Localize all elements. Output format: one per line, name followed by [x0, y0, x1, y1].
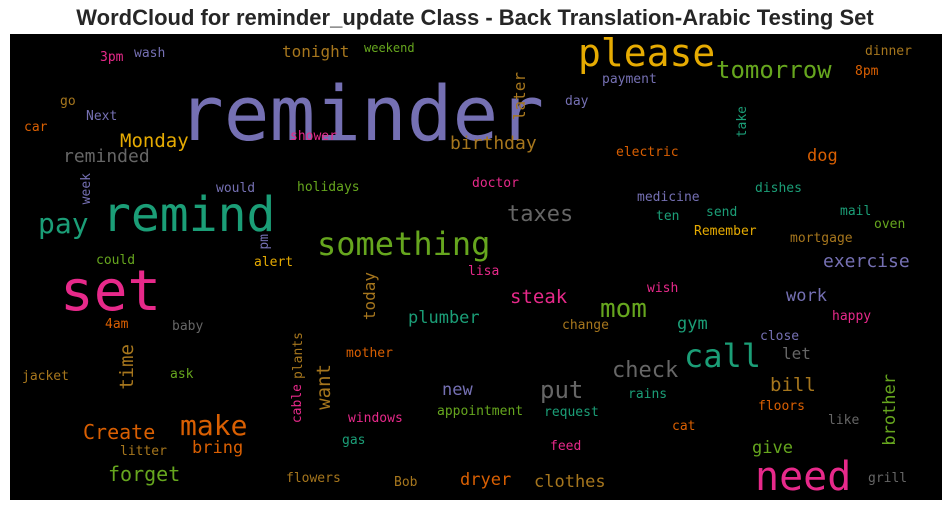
word-set: set	[60, 259, 162, 324]
word-grill: grill	[868, 471, 908, 486]
word-rains: rains	[628, 387, 668, 402]
word-check: check	[612, 358, 679, 383]
word-tonight: tonight	[282, 42, 350, 61]
word-plants: plants	[291, 332, 306, 379]
word-give: give	[752, 438, 793, 458]
word-happy: happy	[832, 309, 872, 324]
word-time: time	[116, 344, 138, 390]
word-wish: wish	[647, 281, 679, 296]
word-3pm: 3pm	[100, 50, 124, 65]
word-taxes: taxes	[507, 202, 574, 227]
word-new: new	[442, 380, 473, 400]
word-flowers: flowers	[286, 471, 341, 486]
word-cloud: reminder remind set please need something call…	[10, 34, 942, 500]
word-put: put	[540, 376, 584, 404]
word-request: request	[544, 405, 599, 420]
word-birthday: birthday	[450, 133, 537, 154]
word-today: today	[360, 272, 379, 321]
word-bill: bill	[770, 374, 816, 396]
word-cable: cable	[290, 384, 305, 424]
word-pay: pay	[38, 207, 89, 240]
word-dog: dog	[807, 146, 838, 166]
word-lisa: lisa	[468, 264, 500, 279]
word-exercise: exercise	[823, 251, 910, 272]
word-please: please	[578, 34, 716, 75]
word-tomorrow: tomorrow	[716, 56, 832, 84]
word-gas: gas	[342, 433, 366, 448]
word-cat: cat	[672, 419, 696, 434]
word-monday: Monday	[120, 130, 189, 152]
word-later: later	[510, 72, 529, 121]
word-dishes: dishes	[755, 181, 802, 196]
word-appointment: appointment	[437, 404, 524, 419]
word-mom: mom	[600, 294, 647, 324]
word-pm: pm	[257, 234, 272, 250]
word-gym: gym	[677, 314, 708, 334]
word-feed: feed	[550, 439, 582, 454]
word-send: send	[706, 205, 738, 220]
word-week: week	[79, 173, 94, 205]
word-plumber: plumber	[408, 308, 480, 328]
word-like: like	[828, 413, 860, 428]
word-make: make	[180, 409, 248, 442]
word-payment: payment	[602, 72, 657, 87]
word-alert: alert	[254, 255, 294, 270]
word-brother: brother	[880, 374, 900, 446]
word-jacket: jacket	[22, 369, 69, 384]
word-remind: remind	[102, 187, 276, 243]
word-create: Create	[83, 420, 156, 444]
word-need: need	[755, 454, 852, 500]
word-remember: Remember	[694, 224, 757, 239]
word-something: something	[317, 225, 491, 263]
word-forget: forget	[108, 462, 181, 486]
word-ten: ten	[656, 209, 680, 224]
word-bring: bring	[192, 438, 244, 458]
word-want: want	[313, 364, 335, 410]
chart-title: WordCloud for reminder_update Class - Ba…	[76, 5, 874, 30]
word-clothes: clothes	[534, 472, 606, 492]
word-would: would	[216, 181, 256, 196]
word-holidays: holidays	[297, 180, 360, 195]
word-mortgage: mortgage	[790, 231, 853, 246]
word-let: let	[782, 344, 811, 363]
word-car: car	[24, 120, 48, 135]
word-mother: mother	[346, 346, 393, 361]
word-electric: electric	[616, 145, 679, 160]
word-work: work	[786, 286, 827, 306]
word-wash: wash	[134, 46, 166, 61]
word-take: take	[735, 106, 750, 138]
word-day: day	[565, 94, 589, 109]
word-mail: mail	[840, 204, 872, 219]
word-baby: baby	[172, 319, 204, 334]
word-8pm: 8pm	[855, 64, 879, 79]
word-change: change	[562, 318, 609, 333]
word-go: go	[60, 94, 76, 109]
word-call: call	[684, 337, 762, 375]
word-bob: Bob	[394, 475, 418, 490]
word-reminded: reminded	[63, 146, 150, 167]
word-shower: shower	[290, 129, 337, 144]
word-next: Next	[86, 109, 118, 124]
word-floors: floors	[758, 399, 805, 414]
word-dinner: dinner	[865, 44, 912, 59]
word-4am: 4am	[105, 317, 129, 332]
word-steak: steak	[510, 286, 568, 308]
word-dryer: dryer	[460, 470, 512, 490]
word-ask: ask	[170, 367, 194, 382]
word-close: close	[760, 329, 800, 344]
word-oven: oven	[874, 217, 906, 232]
word-litter: litter	[120, 444, 167, 459]
word-doctor: doctor	[472, 176, 519, 191]
word-medicine: medicine	[637, 190, 700, 205]
word-reminder: reminder	[178, 69, 545, 158]
word-could: could	[96, 253, 136, 268]
word-windows: windows	[348, 411, 403, 426]
word-weekend: weekend	[364, 41, 415, 55]
